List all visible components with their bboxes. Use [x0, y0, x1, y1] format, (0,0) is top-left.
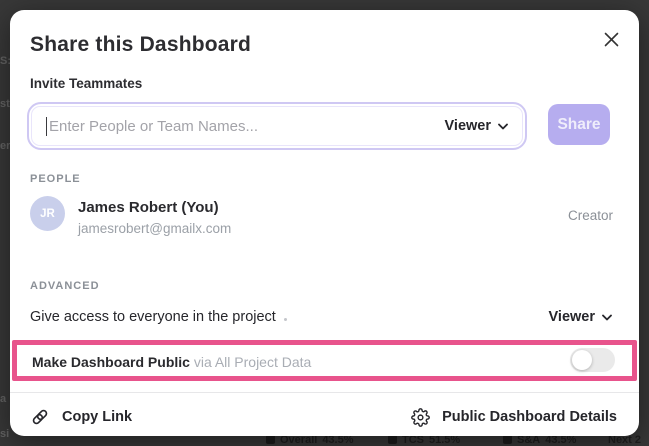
- legend-swatch: [266, 435, 275, 444]
- project-access-role-dropdown[interactable]: Viewer: [549, 309, 613, 325]
- invite-role-value: Viewer: [444, 118, 492, 134]
- copy-link-label: Copy Link: [62, 409, 133, 425]
- toggle-knob: [572, 350, 592, 370]
- link-icon: [32, 409, 48, 425]
- legend-value: 43.5%: [545, 433, 577, 446]
- project-access-role-value: Viewer: [548, 309, 596, 325]
- avatar: JR: [30, 196, 65, 231]
- member-email: jamesrobert@gmailx.com: [78, 221, 232, 236]
- legend-label: TCS: [402, 433, 424, 446]
- backdrop-fragment: S:: [0, 55, 11, 67]
- member-role: Creator: [567, 208, 613, 223]
- copy-link-button[interactable]: Copy Link: [30, 404, 132, 430]
- legend-label: S&A: [517, 433, 541, 446]
- chevron-down-icon: [498, 123, 508, 129]
- chevron-down-icon: [602, 314, 612, 320]
- backdrop-fragment: a: [0, 393, 7, 405]
- share-button[interactable]: Share: [548, 104, 610, 145]
- make-public-toggle[interactable]: [570, 348, 615, 372]
- gear-icon: [411, 407, 431, 427]
- legend-label: Next 2: [608, 433, 642, 446]
- info-dot-icon: [283, 318, 287, 321]
- backdrop-legend-item: S&A 43.5%: [503, 433, 576, 446]
- close-button[interactable]: [599, 27, 623, 51]
- share-dashboard-modal: Share this Dashboard Invite Teammates En…: [10, 10, 639, 436]
- text-caret: [46, 116, 47, 136]
- legend-swatch: [388, 435, 397, 444]
- invite-role-dropdown[interactable]: Viewer: [445, 118, 509, 134]
- backdrop-legend-item: TCS 51.5%: [388, 433, 460, 446]
- invite-teammates-label: Invite Teammates: [30, 76, 143, 91]
- backdrop-fragment: si: [0, 428, 10, 440]
- backdrop-legend-item: Overall 43.5%: [266, 433, 354, 446]
- invite-input-container: Enter People or Team Names... Viewer: [27, 102, 527, 150]
- invite-input[interactable]: Enter People or Team Names... Viewer: [31, 106, 523, 146]
- advanced-section-label: ADVANCED: [30, 280, 100, 292]
- backdrop-legend-item: Next 2: [608, 433, 641, 446]
- make-dashboard-public-row: Make Dashboard Public via All Project Da…: [32, 354, 311, 370]
- make-public-label: Make Dashboard Public: [32, 354, 190, 370]
- public-dashboard-details-label: Public Dashboard Details: [442, 409, 617, 425]
- project-access-label: Give access to everyone in the project: [30, 309, 287, 325]
- legend-swatch: [503, 435, 512, 444]
- invite-input-placeholder: Enter People or Team Names...: [49, 117, 258, 135]
- backdrop-fragment: st: [0, 98, 10, 110]
- public-dashboard-details-button[interactable]: Public Dashboard Details: [411, 404, 617, 430]
- legend-value: 51.5%: [429, 433, 461, 446]
- project-access-text: Give access to everyone in the project: [30, 309, 276, 325]
- legend-label: Overall: [280, 433, 318, 446]
- modal-title: Share this Dashboard: [30, 33, 252, 56]
- footer-divider: [10, 392, 639, 393]
- member-name: James Robert (You): [78, 199, 219, 216]
- close-icon: [604, 32, 618, 46]
- backdrop-fragment: er: [0, 140, 11, 152]
- people-section-label: PEOPLE: [30, 173, 81, 185]
- legend-value: 43.5%: [322, 433, 354, 446]
- make-public-sublabel: via All Project Data: [193, 354, 312, 370]
